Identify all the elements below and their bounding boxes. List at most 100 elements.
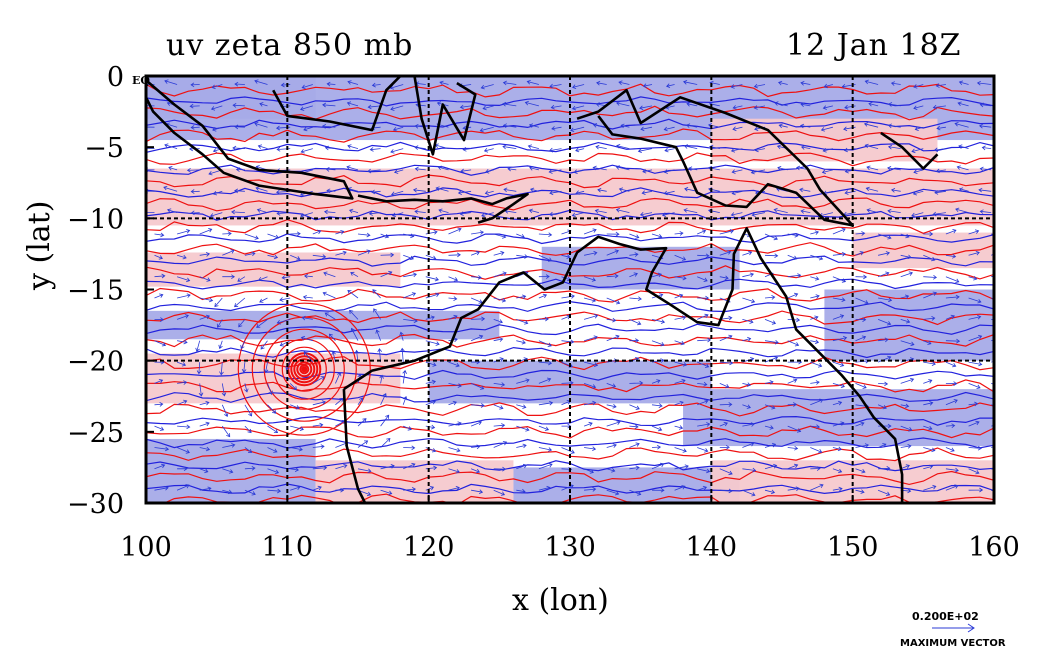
wind-vector [154, 232, 165, 238]
equator-label: EQ [132, 74, 150, 87]
wind-vector [199, 486, 212, 492]
wind-vector [639, 212, 653, 217]
wind-vector [198, 383, 204, 397]
wind-vector [822, 105, 833, 110]
wind-vector [177, 293, 191, 299]
wind-vector [584, 250, 598, 256]
wind-vector [606, 273, 619, 279]
wind-vector [199, 400, 210, 406]
wind-vector [412, 187, 426, 193]
wind-vector [493, 319, 503, 324]
wind-vector [414, 209, 426, 214]
wind-vector [267, 233, 280, 240]
wind-vector [923, 291, 937, 299]
wind-vector [154, 293, 164, 299]
wind-vector [199, 468, 209, 474]
wind-vector [832, 251, 846, 257]
wind-vector [968, 487, 984, 493]
coastline [413, 76, 477, 156]
wind-vector [300, 105, 313, 111]
wind-vector [538, 316, 549, 322]
wind-vector [663, 126, 675, 132]
wind-vector [403, 233, 415, 239]
wind-vector [911, 212, 924, 218]
wind-vector [719, 250, 732, 256]
wind-vector [323, 209, 336, 215]
wind-vector [584, 446, 597, 452]
wind-vector [457, 190, 472, 195]
wind-vector [375, 329, 381, 341]
wind-vector [606, 297, 621, 305]
wind-vector [177, 466, 188, 472]
wind-vector [932, 211, 946, 217]
wind-vector [267, 425, 279, 433]
wind-vector [945, 447, 955, 452]
wind-vector [350, 271, 359, 278]
wind-vector [335, 371, 342, 384]
wind-vector [968, 361, 983, 367]
wind-vector [810, 466, 821, 471]
wind-vector [868, 101, 879, 107]
wind-vector [900, 403, 910, 409]
wind-vector [369, 147, 381, 152]
wind-vector [471, 489, 484, 494]
wind-vector [742, 422, 755, 427]
wind-vector [538, 274, 550, 279]
wind-vector [380, 252, 395, 258]
wind-vector [154, 402, 164, 407]
wind-vector [222, 274, 236, 280]
wind-vector [368, 211, 381, 216]
wind-vector [561, 339, 575, 345]
wind-vector [232, 145, 245, 151]
wind-vector [403, 318, 418, 324]
wind-vector [629, 338, 640, 343]
wind-vector [936, 125, 946, 131]
cyclone-core-contour [290, 355, 319, 384]
wind-vector [199, 297, 214, 303]
wind-vector [787, 378, 798, 384]
wind-vector [945, 381, 958, 386]
wind-vector [877, 443, 887, 448]
wind-vector [685, 123, 698, 128]
wind-vector [900, 233, 910, 239]
wind-vector [753, 83, 766, 89]
wind-vector [968, 334, 983, 342]
wind-vector [177, 380, 188, 385]
wind-vector [575, 147, 585, 153]
wind-vector [516, 463, 528, 470]
wind-vector [244, 383, 249, 393]
wind-vector [357, 468, 372, 474]
wind-vector [350, 327, 359, 341]
wind-vector [945, 314, 955, 320]
wind-vector [957, 101, 969, 107]
wind-vector [425, 276, 439, 282]
wind-vector [750, 169, 766, 175]
wind-vector [968, 401, 979, 407]
wind-vector [855, 468, 866, 474]
wind-vector [146, 124, 155, 130]
wind-vector [538, 377, 552, 384]
x-tick-label: 110 [262, 532, 314, 563]
wind-vector [674, 425, 684, 430]
wind-vector [548, 211, 562, 217]
wind-vector [688, 166, 698, 171]
wind-vector [480, 84, 494, 90]
wind-vector [448, 227, 462, 235]
wind-vector [493, 404, 504, 410]
wind-vector [900, 425, 913, 432]
wind-vector [719, 444, 730, 450]
wind-vector [900, 271, 913, 278]
wind-vector [538, 232, 553, 238]
wind-vector [832, 297, 846, 302]
wind-vector [697, 361, 710, 368]
wind-vector [887, 102, 901, 107]
wind-vector [629, 465, 640, 471]
wind-vector [538, 447, 553, 452]
wind-vector [832, 314, 845, 320]
wind-vector [764, 340, 779, 345]
wind-vector [346, 165, 359, 171]
wind-vector [195, 340, 201, 352]
wind-vector [391, 212, 404, 218]
wind-vector [234, 297, 246, 308]
wind-vector [863, 122, 879, 128]
